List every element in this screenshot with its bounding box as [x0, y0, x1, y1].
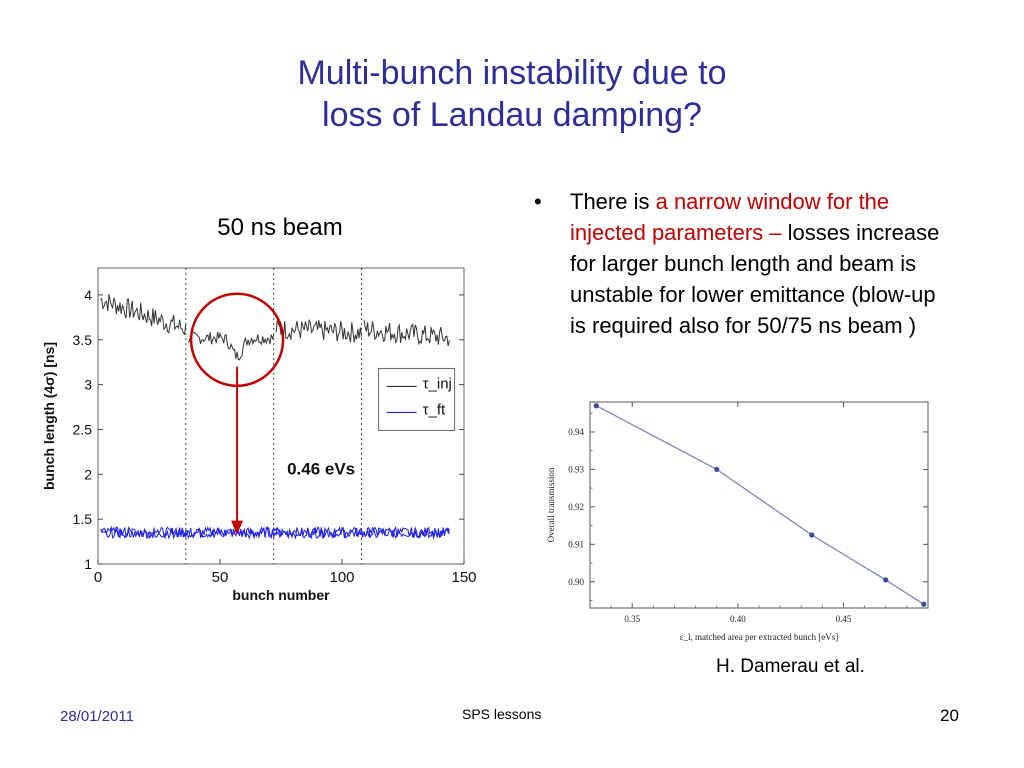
x-tick-label: 150	[451, 569, 476, 586]
x-tick-label: 0.40	[730, 614, 746, 624]
bullet-text: There is a narrow window for the injecte…	[570, 186, 954, 341]
slide-title-line1: Multi-bunch instability due to	[297, 54, 727, 92]
x-tick-label: 0	[94, 569, 102, 586]
bullet-text-part3: losses increase for larger bunch length …	[570, 220, 940, 338]
chart-subtitle: 50 ns beam	[217, 214, 343, 241]
y-tick-label: 0.91	[568, 539, 584, 549]
data-point	[809, 532, 815, 538]
y-tick-label: 2	[84, 466, 92, 482]
data-point	[714, 466, 720, 473]
data-point	[593, 403, 599, 409]
x-axis-label: bunch number	[232, 587, 330, 603]
slide-title-line2: loss of Landau damping?	[322, 96, 702, 134]
y-tick-label: 2.5	[73, 421, 93, 437]
y-tick-label: 3	[84, 377, 92, 393]
x-tick-label: 50	[212, 569, 229, 586]
data-point	[921, 601, 927, 607]
x-axis-label: ε_l, matched area per extracted bunch [e…	[680, 632, 838, 642]
series-tau-inj	[187, 331, 275, 361]
annotation-label: 0.46 eVs	[287, 459, 355, 478]
legend-label-tau-inj: τ_inj	[423, 375, 452, 392]
bullet-symbol: •	[534, 189, 542, 214]
bunch-length-chart: 1 1.5 2 2.5 3 3.5 4 0 50 100 150 bunch number bunch …	[41, 267, 477, 603]
series-tau-ft	[100, 525, 450, 540]
y-axis-label: bunch length (4σ) [ns]	[41, 342, 57, 490]
bullet-text-part1: There is	[570, 189, 656, 214]
y-tick-label: 0.90	[568, 577, 584, 587]
y-tick-label: 0.92	[568, 502, 584, 512]
footer-date: 28/01/2011	[60, 708, 134, 725]
series-tau-inj	[275, 318, 362, 343]
data-point	[883, 577, 889, 583]
series-tau-inj	[100, 294, 187, 336]
y-tick-label: 1	[84, 556, 92, 572]
y-tick-label: 1.5	[73, 511, 93, 527]
transmission-chart: 0.90 0.91 0.92 0.93 0.94 0.35 0.40 0.45 ε_l, mat…	[546, 401, 929, 642]
slide-title: Multi-bunch instability due to loss of L…	[0, 52, 1024, 136]
y-tick-label: 3.5	[73, 332, 93, 348]
bullet-point: • There is a narrow window for the injec…	[534, 186, 954, 341]
annotation-arrowhead	[231, 520, 244, 535]
y-tick-label: 4	[84, 287, 92, 303]
x-tick-label: 0.35	[624, 614, 640, 624]
footer-title: SPS lessons	[462, 706, 542, 722]
page-number: 20	[940, 706, 959, 725]
legend-box	[378, 367, 456, 431]
y-axis-label: Overall transmission	[546, 467, 556, 542]
y-tick-label: 0.93	[568, 464, 584, 474]
plot-frame	[589, 401, 929, 609]
figure-credit: H. Damerau et al.	[716, 656, 865, 677]
x-tick-label: 0.45	[836, 614, 852, 624]
legend-label-tau-ft: τ_ft	[423, 401, 446, 418]
x-tick-label: 100	[329, 569, 354, 586]
y-tick-label: 0.94	[568, 427, 584, 437]
bullet-text-highlight: a narrow window for the injected paramet…	[570, 189, 890, 245]
series-tau-inj	[363, 320, 450, 347]
